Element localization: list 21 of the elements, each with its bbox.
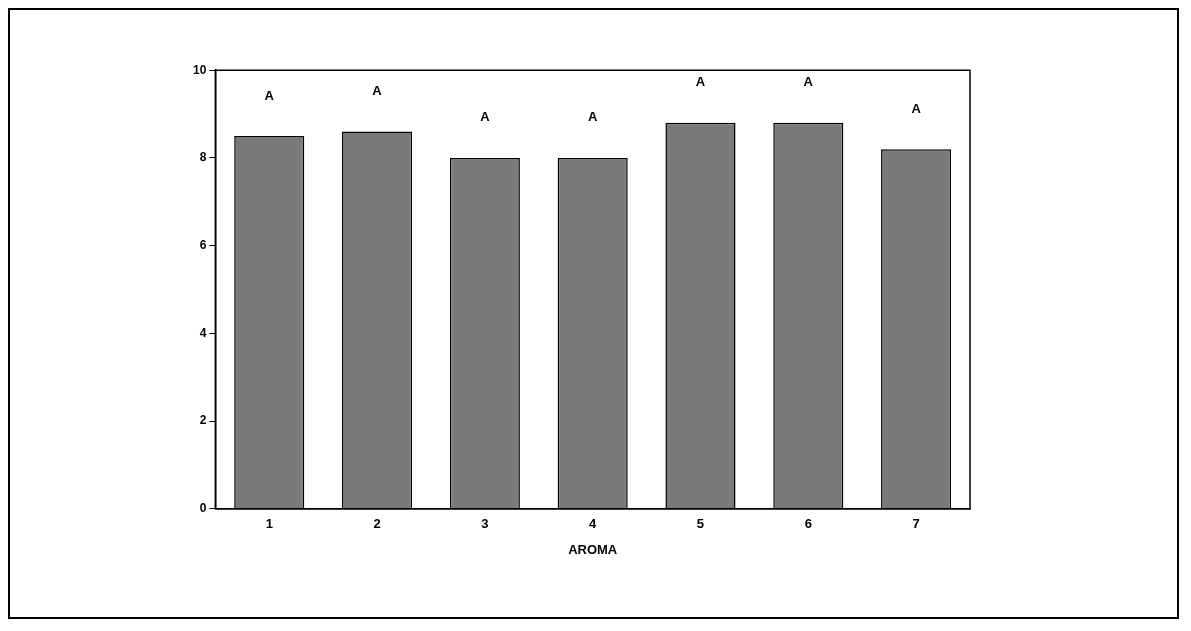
x-tick-label: 4: [589, 516, 598, 532]
annotation: A: [264, 87, 275, 103]
y-tick-label: 10: [192, 62, 207, 77]
x-tick-label: 2: [373, 516, 381, 532]
x-tick-label: 1: [265, 516, 273, 532]
annotation: A: [803, 74, 814, 90]
annotation: A: [587, 109, 598, 125]
y-tick-label: 8: [199, 150, 207, 165]
y-tick-label: 6: [199, 237, 207, 252]
x-tick-label: 7: [912, 516, 920, 532]
annotation: A: [372, 83, 383, 99]
x-tick-label: 5: [696, 516, 705, 532]
x-axis-title: AROMA: [568, 541, 618, 557]
annotation: A: [695, 74, 706, 90]
x-tick-label: 3: [481, 516, 489, 532]
y-tick-label: 2: [199, 413, 207, 428]
y-tick-label: 0: [199, 501, 207, 516]
annotation: A: [480, 109, 491, 125]
y-tick-label: 4: [199, 325, 207, 340]
x-tick-label: 6: [804, 516, 812, 532]
annotation: A: [911, 100, 922, 116]
